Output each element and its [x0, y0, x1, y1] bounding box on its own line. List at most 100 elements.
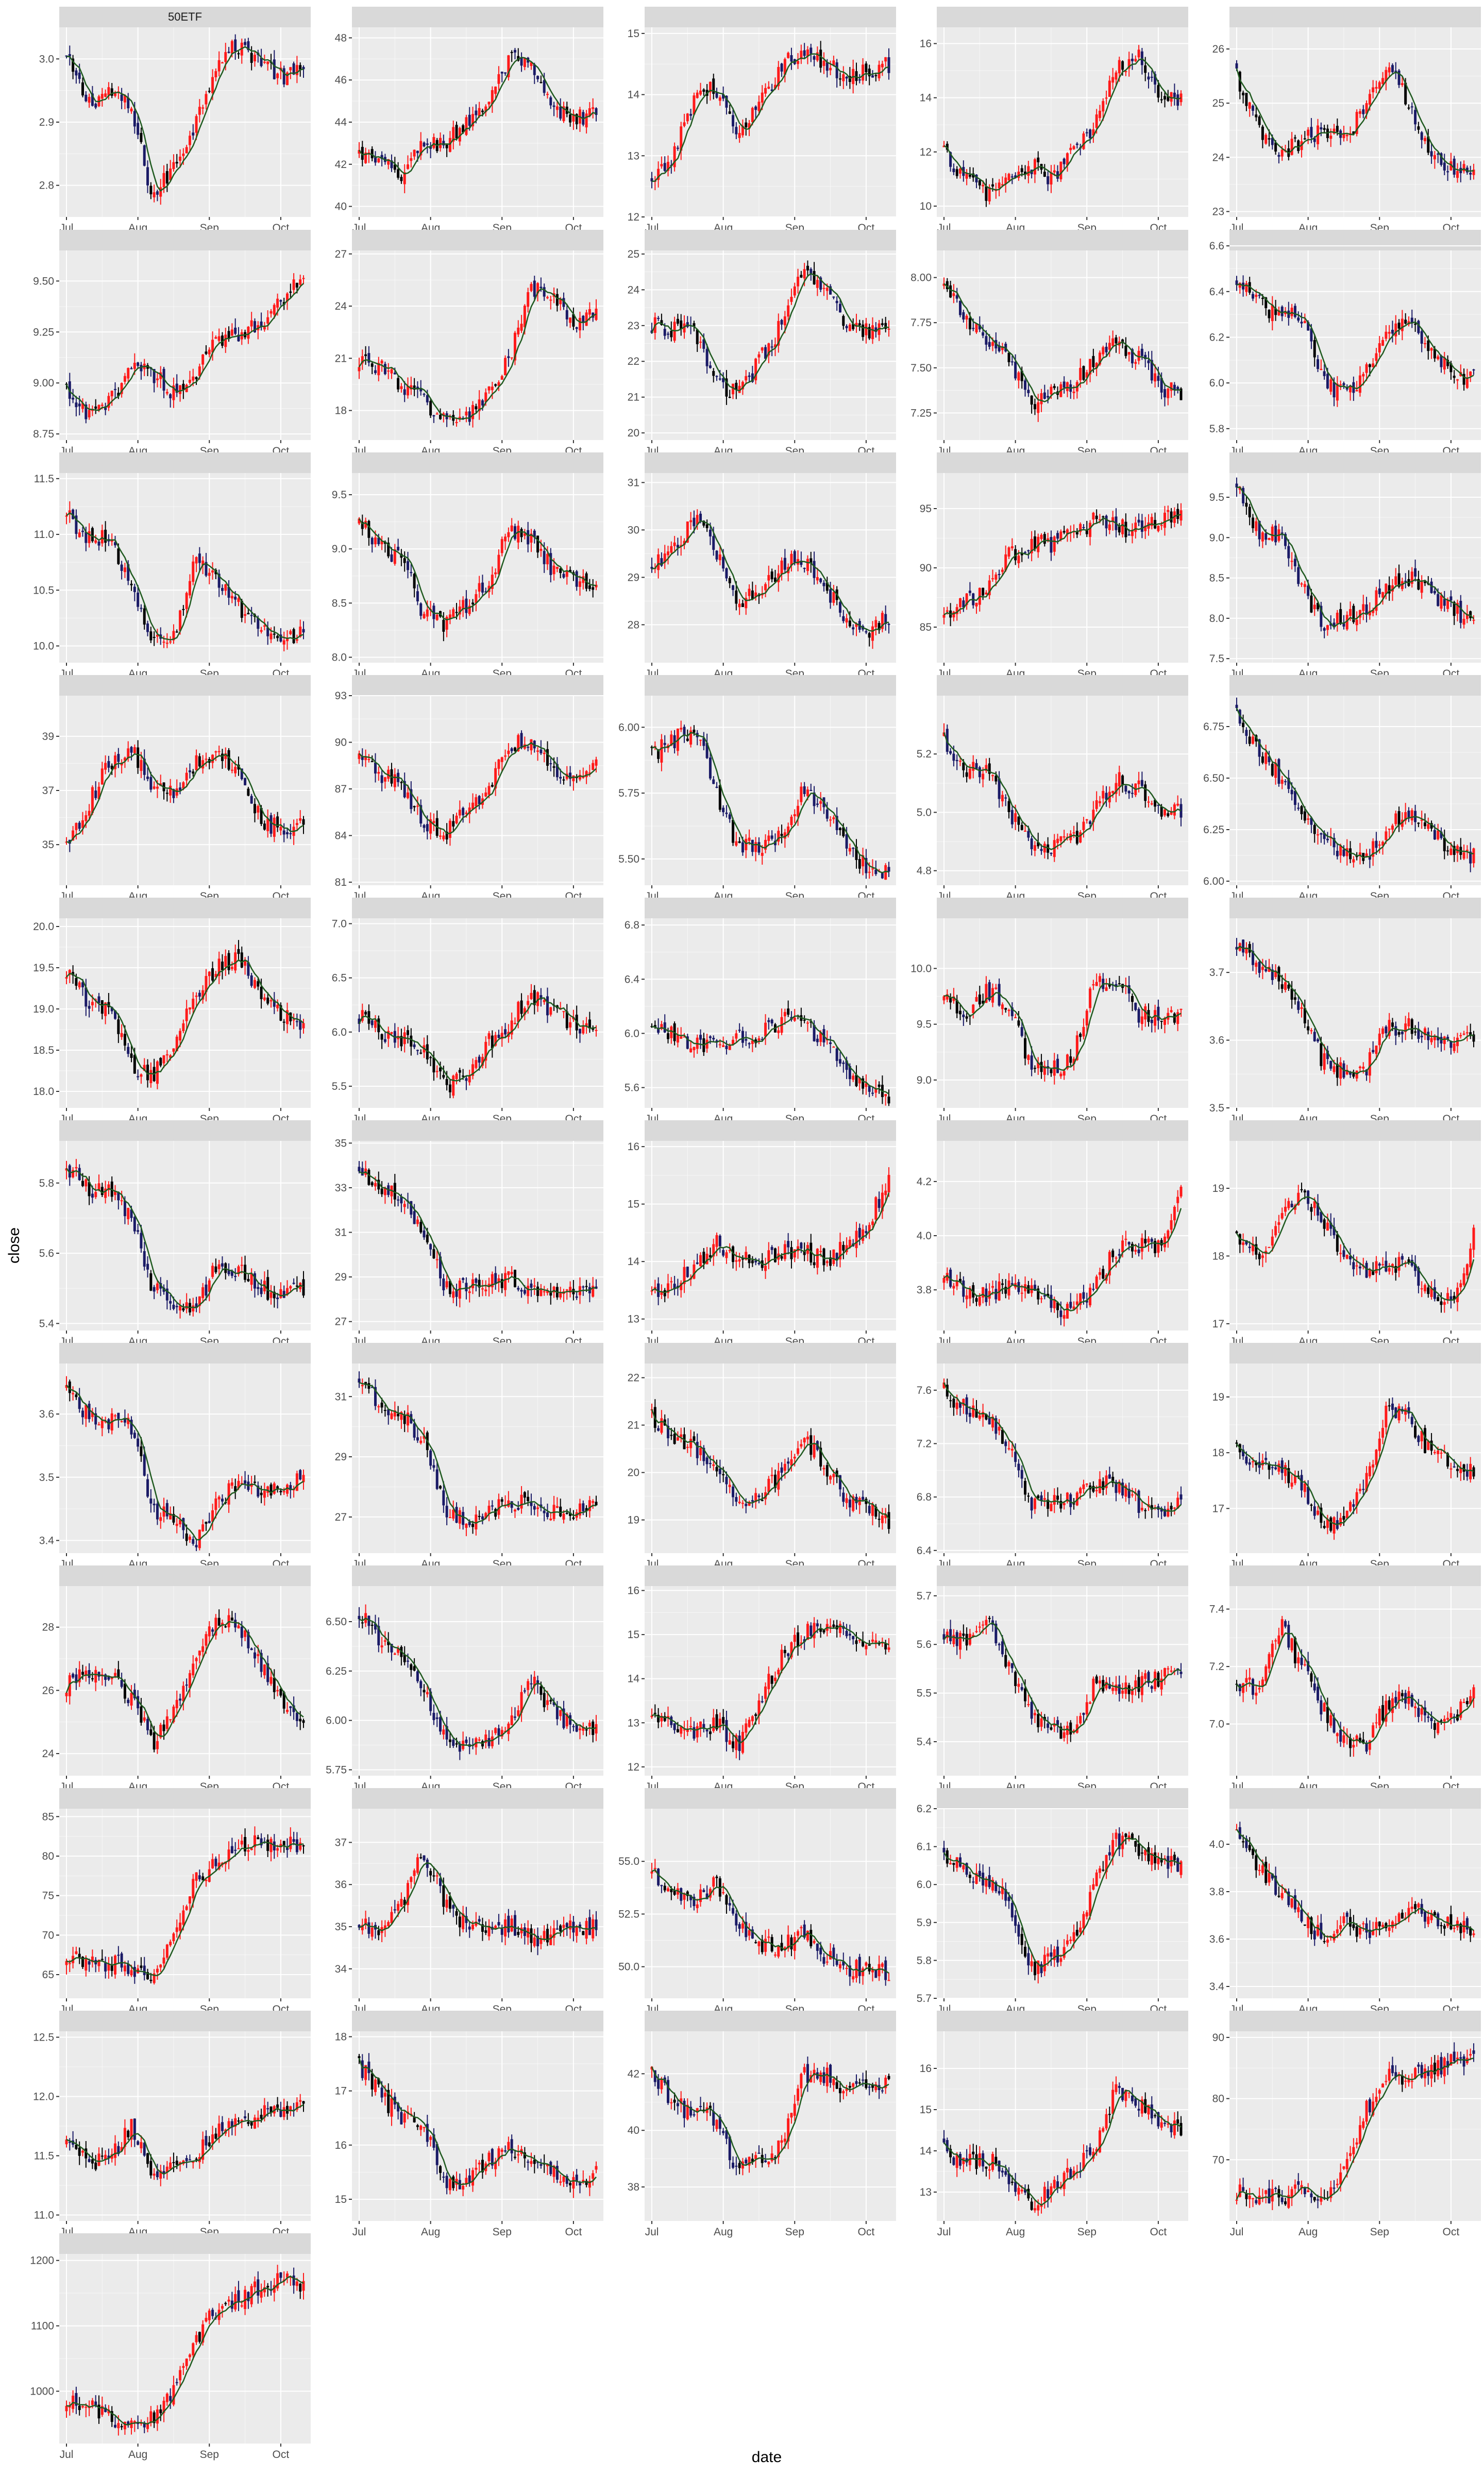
candle-body [771, 346, 773, 347]
candle-body [660, 739, 663, 763]
candle-body [816, 577, 819, 581]
candle-body [452, 609, 454, 617]
candle-body [865, 63, 867, 72]
candle-body [484, 1289, 487, 1291]
candle-body [1160, 99, 1163, 100]
plot-background [645, 696, 896, 885]
candle-body [296, 1021, 298, 1022]
candle-body [1147, 360, 1150, 363]
candle-body [1362, 109, 1364, 114]
candle-body [101, 1000, 104, 1014]
candle-body [722, 1045, 724, 1047]
candle-body [1394, 324, 1397, 336]
candle-body [1404, 319, 1407, 324]
candle-body [1359, 111, 1361, 114]
candle-body [696, 93, 699, 98]
candle-body [140, 1074, 142, 1076]
candle-body [1111, 791, 1114, 793]
candle-body [539, 287, 542, 289]
candle-body [1430, 1038, 1433, 1042]
candle-body [289, 292, 292, 293]
candle-body [1261, 967, 1264, 970]
candle-body [966, 316, 968, 319]
candle-body [670, 546, 672, 553]
candle-body [423, 614, 426, 618]
candle-body [1466, 1032, 1469, 1033]
candle-body [1069, 148, 1072, 150]
candle-body [693, 518, 695, 526]
candle-body [254, 980, 256, 988]
y-tick-label: 3.7 [1209, 967, 1224, 979]
candle-body [732, 585, 734, 590]
candle-body [553, 766, 555, 768]
candle-body [1095, 516, 1098, 519]
facet-strip [352, 675, 603, 696]
candle-body [1310, 1030, 1312, 1031]
candle-body [296, 823, 298, 825]
candle-body [1284, 781, 1287, 782]
candle-body [539, 1289, 542, 1296]
candle-body [234, 1276, 237, 1277]
y-tick-label: 24 [628, 284, 640, 296]
candle-body [416, 151, 419, 154]
candle-body [1261, 532, 1264, 542]
candle-body [1326, 625, 1329, 630]
candle-body [1385, 332, 1387, 339]
candle-body [468, 1291, 471, 1293]
candle-body [410, 158, 412, 161]
candle-body [237, 53, 240, 54]
candle-body [269, 311, 272, 314]
candle-body [302, 1023, 305, 1028]
candle-body [1021, 169, 1023, 172]
candle-body [94, 541, 97, 543]
candle-body [1346, 135, 1348, 137]
y-tick-label: 21 [628, 392, 639, 403]
candle-body [241, 1265, 243, 1266]
candle-body [397, 170, 399, 178]
candle-body [520, 529, 523, 537]
candle-body [1427, 824, 1429, 829]
candle-body [1307, 130, 1309, 136]
facet-strip [352, 898, 603, 918]
candle-body [293, 279, 295, 290]
candle-body [452, 1291, 454, 1298]
candle-body [1349, 609, 1352, 616]
candle-body [667, 551, 669, 555]
candle-body [471, 1279, 474, 1288]
candle-body [709, 530, 712, 536]
candle-body [514, 50, 516, 53]
facet-strip [1229, 898, 1481, 918]
candle-body [1252, 106, 1254, 111]
candle-body [1301, 583, 1303, 584]
candle-body [475, 111, 477, 115]
candle-body [140, 608, 142, 609]
candle-body [787, 53, 789, 58]
candle-body [1004, 1008, 1007, 1009]
candle-body [972, 762, 974, 771]
candle-body [553, 566, 555, 575]
candle-body [546, 554, 549, 564]
candle-body [231, 596, 233, 598]
candle-body [1056, 533, 1059, 538]
candle-body [410, 572, 412, 573]
plot-background [937, 27, 1188, 217]
candle-body [296, 283, 298, 288]
candle-body [465, 1078, 467, 1081]
candle-body [260, 987, 263, 999]
candle-body [1157, 376, 1159, 381]
candle-body [1027, 550, 1030, 551]
candle-body [88, 811, 91, 816]
candle-body [751, 591, 754, 599]
y-tick-label: 5.6 [625, 1082, 639, 1094]
candle-body [1398, 811, 1401, 825]
candle-body [836, 62, 838, 78]
candle-body [556, 106, 559, 110]
candle-body [1236, 63, 1238, 69]
candle-body [231, 329, 233, 335]
candle-body [442, 835, 445, 839]
candle-body [432, 415, 435, 416]
candle-body [839, 78, 841, 79]
